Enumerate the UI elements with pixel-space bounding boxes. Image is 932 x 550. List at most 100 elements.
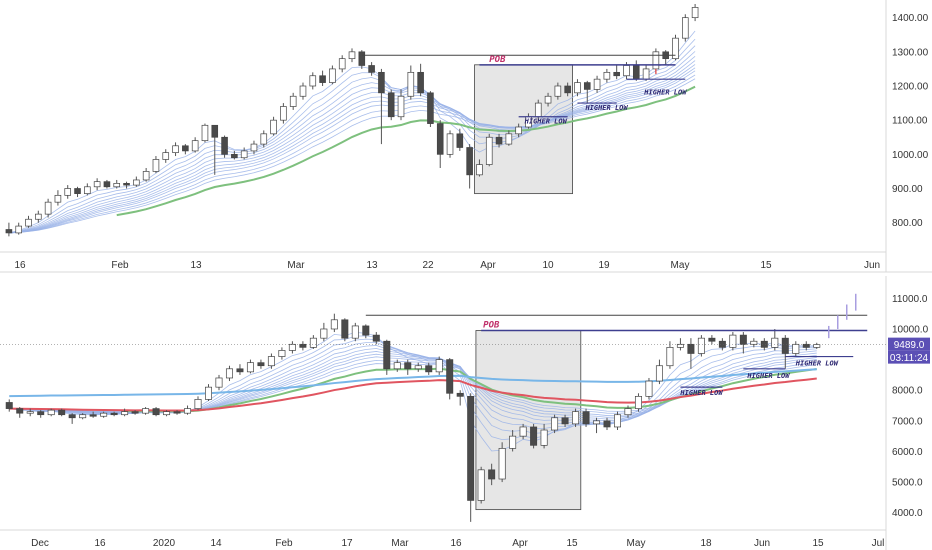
bottom-candle-body — [288, 343, 296, 351]
top-pob-label: POB — [489, 55, 506, 65]
bottom-candle-body — [194, 399, 202, 409]
top-candle-body — [54, 194, 62, 203]
top-candle-body — [15, 225, 22, 234]
top-x-tick-label: Apr — [480, 260, 496, 271]
top-candle-body — [544, 95, 552, 104]
top-ema-ribbon-line — [8, 67, 696, 234]
bottom-candle-body — [802, 343, 810, 348]
top-candle-body — [191, 140, 199, 152]
bottom-candle-body — [205, 386, 212, 400]
bottom-panel[interactable]: 4000.05000.06000.07000.08000.09000.01000… — [0, 293, 930, 549]
countdown-tag — [888, 350, 930, 364]
top-candle-body — [603, 71, 611, 80]
top-candle-body — [652, 51, 660, 70]
top-candle-body — [221, 136, 228, 155]
bottom-candle-body — [37, 411, 45, 416]
top-candle-body — [201, 124, 209, 142]
top-candle-body — [682, 17, 689, 39]
bottom-pob-label: POB — [483, 320, 500, 330]
bottom-candle-body — [655, 365, 663, 382]
bottom-y-tick-label: 6000.0 — [892, 447, 923, 458]
top-candle-body — [319, 75, 326, 83]
bottom-candle-body — [477, 469, 485, 501]
bottom-candle-body — [383, 340, 391, 370]
top-candle-body — [534, 102, 542, 118]
top-higher-low-label: HIGHER LOW — [643, 89, 687, 97]
top-ema-ribbon-line — [8, 30, 696, 234]
top-candle-body — [5, 229, 13, 234]
top-x-tick-label: May — [671, 260, 690, 271]
top-y-tick-label: 1400.00 — [892, 13, 929, 24]
bottom-y-tick-label: 10000.0 — [892, 324, 929, 335]
bottom-x-tick-label: 14 — [210, 538, 222, 549]
bottom-candle-body — [729, 334, 737, 348]
last-price-tag-label: 9489.0 — [894, 340, 925, 351]
bottom-ema-ribbon-line — [9, 353, 817, 418]
top-x-tick-label: 13 — [190, 260, 202, 271]
top-ema-ribbon-line — [8, 60, 696, 234]
top-candle-body — [299, 85, 307, 97]
bottom-candle-body — [110, 412, 118, 416]
bottom-candle-body — [645, 380, 653, 397]
bottom-candle-body — [246, 362, 254, 373]
bottom-candle-body — [697, 337, 705, 354]
top-candle-body — [172, 145, 179, 153]
bottom-candle-body — [47, 409, 55, 416]
top-candle-body — [583, 82, 591, 90]
top-candle-body — [44, 201, 52, 215]
bottom-candle-body — [393, 362, 401, 370]
top-candle-body — [515, 126, 522, 135]
bottom-x-tick-label: Dec — [31, 538, 49, 549]
top-ema-ribbon-line — [8, 70, 696, 234]
bottom-candle-body — [68, 414, 76, 419]
bottom-candle-body — [163, 411, 171, 416]
top-higher-low-label: HIGHER LOW — [584, 104, 628, 112]
bottom-candle-body — [58, 409, 66, 416]
top-candle-body — [427, 92, 434, 124]
top-ema-ribbon-line — [8, 78, 696, 234]
top-panel[interactable]: 800.00 900.00 1000.00 1100.00 1200.00 1300.00… — [5, 4, 929, 271]
top-candle-body — [260, 133, 268, 145]
bottom-candle-body — [760, 340, 768, 348]
top-candle-body — [407, 71, 415, 97]
top-candle-body — [574, 82, 581, 94]
top-candle-body — [387, 92, 395, 118]
bottom-blue-ema — [9, 368, 817, 398]
bottom-candle-body — [16, 408, 24, 414]
top-candle-body — [632, 65, 640, 80]
top-candle-body — [348, 51, 356, 60]
top-candle-body — [309, 75, 317, 87]
top-candle-body — [231, 153, 238, 159]
top-ema-ribbon-line — [8, 64, 696, 234]
bottom-candle-body — [666, 347, 674, 367]
bottom-candle-body — [687, 343, 695, 354]
bottom-candle-body — [781, 337, 789, 354]
top-x-tick-label: 19 — [598, 260, 610, 271]
top-candle-body — [64, 188, 72, 196]
bottom-candle-body — [593, 420, 601, 425]
bottom-x-tick-label: 16 — [450, 538, 462, 549]
bottom-candle-body — [184, 408, 192, 414]
bottom-candle-body — [341, 319, 349, 339]
bottom-y-tick-label: 4000.0 — [892, 508, 923, 519]
bottom-candle-body — [488, 469, 496, 480]
bottom-x-tick-label: Mar — [391, 538, 409, 549]
bottom-candle-body — [509, 435, 517, 449]
top-ema-ribbon-line — [8, 38, 696, 234]
bottom-candle-body — [100, 412, 108, 417]
top-candle-body — [466, 147, 473, 176]
top-candle-body — [446, 133, 454, 155]
bottom-higher-low-label: HIGHER LOW — [679, 389, 723, 397]
bottom-candle-body — [519, 426, 527, 437]
bottom-candle-body — [624, 408, 632, 416]
bottom-candle-body — [5, 402, 13, 409]
top-candle-body — [280, 106, 287, 121]
bottom-candle-body — [792, 343, 800, 354]
bottom-candle-body — [414, 365, 422, 370]
top-candle-body — [623, 65, 630, 77]
bottom-x-tick-label: Jul — [872, 538, 885, 549]
top-candle-body — [593, 78, 601, 90]
bottom-candle-body — [330, 319, 338, 330]
top-x-tick-label: Feb — [111, 260, 129, 271]
top-candle-body — [113, 183, 121, 188]
